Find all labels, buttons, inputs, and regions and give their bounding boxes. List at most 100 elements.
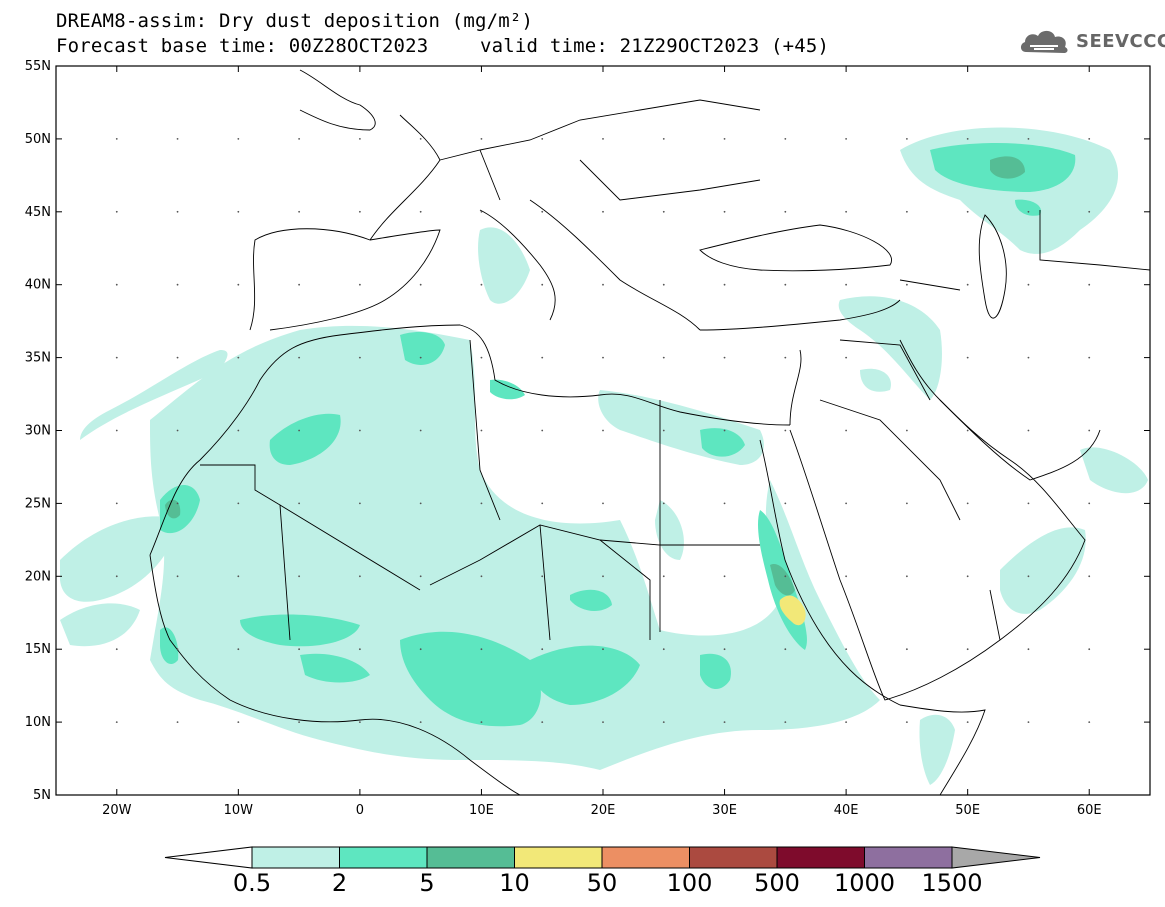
map-title: DREAM8-assim: Dry dust deposition (mg/m²…: [56, 10, 534, 32]
coastline-italy: [479, 209, 556, 321]
grid-dot: [845, 648, 848, 651]
grid-dot: [784, 429, 787, 432]
coastlines-borders: [149, 69, 1150, 795]
grid-dot: [298, 575, 301, 578]
colorbar-swatch: [864, 846, 953, 869]
grid-dot: [602, 138, 604, 140]
grid-dot: [784, 210, 787, 213]
grid-dot: [662, 502, 665, 505]
grid-dot: [1027, 575, 1030, 578]
grid-dot: [1088, 721, 1091, 723]
colorbar-over-arrow: [951, 846, 1041, 869]
grid-dot: [419, 721, 422, 723]
cloud-logo-icon: [1020, 30, 1068, 53]
grid-dot: [419, 648, 422, 651]
grid-dot: [115, 283, 118, 286]
grid-dot: [784, 575, 787, 578]
grid-dot: [1027, 721, 1030, 723]
grid-dot: [480, 502, 483, 505]
grid-dot: [1088, 502, 1091, 505]
grid-dot: [358, 356, 361, 359]
grid-dot: [115, 575, 118, 578]
seevccc-logo: SEEVCCC: [1018, 24, 1165, 58]
grid-dot: [237, 429, 240, 432]
grid-dot: [176, 429, 179, 432]
grid-dot: [1027, 502, 1030, 505]
grid-dot: [1088, 283, 1091, 286]
border-central-asia: [899, 210, 1150, 291]
grid-dot: [237, 356, 240, 359]
grid-dot: [541, 721, 544, 723]
grid-dot: [298, 429, 301, 432]
grid-dot: [358, 575, 361, 578]
coastline-horn-africa: [899, 704, 986, 795]
grid-dot: [358, 648, 361, 651]
grid-dot: [905, 648, 908, 651]
grid-dot: [784, 356, 787, 359]
colorbar-swatch: [251, 846, 340, 869]
grid-dot: [115, 210, 118, 213]
grid-dot: [1027, 138, 1030, 140]
grid-dot: [358, 138, 361, 140]
grid-dot: [1088, 356, 1091, 359]
grid-dot: [1088, 138, 1091, 140]
colorbar-swatch: [426, 846, 515, 869]
map-axes: 55N 50N 45N 40N 35N 30N 25N 20N 15N 10N 5N 20W 10W 0 1…: [25, 59, 1150, 818]
grid-dot: [662, 575, 665, 578]
grid-dot: [784, 138, 787, 140]
grid-dot: [541, 356, 544, 359]
grid-dot: [602, 210, 604, 213]
lat-tick-label: 30N: [25, 424, 51, 439]
grid-dot: [541, 575, 544, 578]
grid-dot: [176, 721, 179, 723]
grid-dot: [298, 210, 301, 213]
time-info: Forecast base time: 00Z28OCT2023 valid t…: [56, 35, 829, 101]
grid-dot: [115, 138, 118, 140]
grid-dot: [358, 502, 361, 505]
grid-dot: [176, 138, 179, 140]
grid-dot: [358, 721, 361, 723]
lat-tick-label: 40N: [25, 278, 51, 293]
grid-dot: [176, 210, 179, 213]
grid-dot: [662, 138, 665, 140]
grid-dot: [1027, 210, 1030, 213]
lon-tick-label: 20E: [591, 803, 616, 818]
grid-dot: [176, 575, 179, 578]
grid-dot: [845, 429, 848, 432]
lat-tick-label: 25N: [25, 496, 51, 511]
forecast-base-time: Forecast base time: 00Z28OCT2023: [56, 35, 429, 57]
coastline-red-sea-west: [759, 439, 901, 706]
coastline-black-sea: [699, 224, 892, 272]
grid-dot: [845, 721, 848, 723]
grid-dot: [662, 721, 665, 723]
colorbar-label: 5: [419, 869, 435, 897]
grid-dot: [723, 138, 726, 140]
grid-dot: [723, 721, 726, 723]
valid-time: valid time: 21Z29OCT2023 (+45): [480, 35, 830, 57]
lon-tick-label: 0: [356, 803, 364, 818]
grid-dot: [298, 721, 301, 723]
grid-dot: [966, 138, 969, 140]
grid-dot: [480, 210, 483, 213]
grid-dot: [115, 502, 118, 505]
grid-dot: [1088, 648, 1091, 651]
grid-dot: [966, 210, 969, 213]
lon-tick-label: 20W: [102, 803, 132, 818]
grid-dot: [966, 648, 969, 651]
grid-dot: [298, 502, 301, 505]
grid-dot: [1088, 429, 1091, 432]
grid-dot: [419, 283, 422, 286]
grid-dot: [845, 138, 848, 140]
coastline-france-uk: [299, 69, 441, 241]
logo-text: SEEVCCC: [1076, 31, 1165, 52]
grid-dot: [905, 575, 908, 578]
grid-dot: [966, 502, 969, 505]
grid-dot: [602, 356, 604, 359]
deposition-class-5-10: [165, 156, 1025, 596]
grid-dot: [115, 648, 118, 651]
grid-dot: [358, 210, 361, 213]
grid-dot: [480, 356, 483, 359]
lon-tick-label: 30E: [712, 803, 737, 818]
grid-dot: [419, 502, 422, 505]
